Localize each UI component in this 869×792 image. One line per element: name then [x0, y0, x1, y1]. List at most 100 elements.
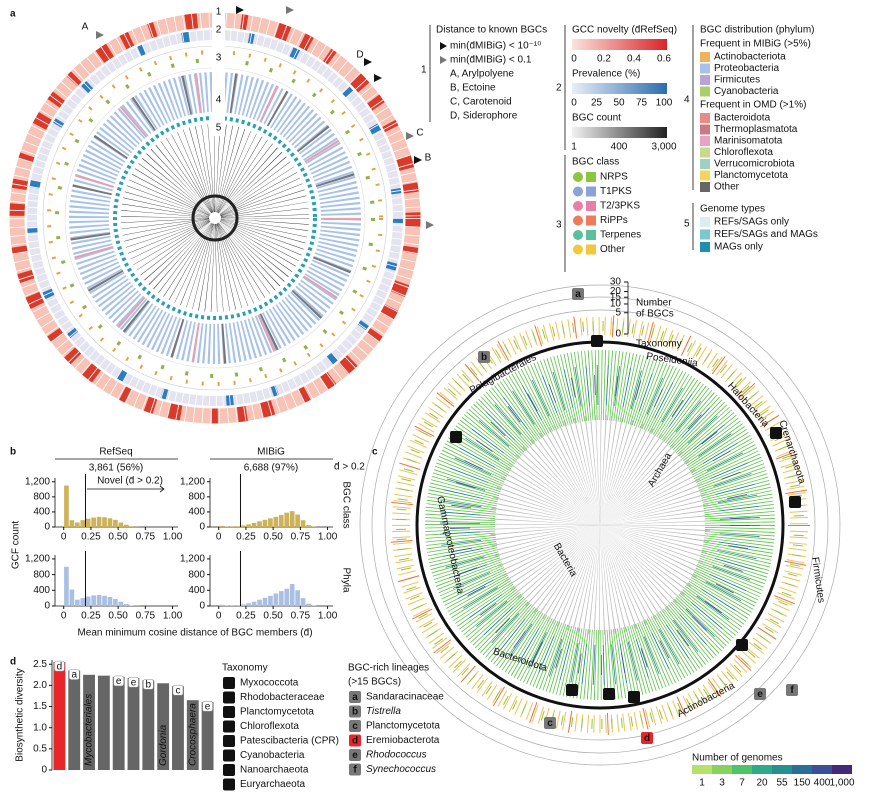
novel-arrow — [87, 485, 165, 493]
x-tick-label: 0.75 — [291, 532, 311, 543]
genome-swatch — [692, 765, 712, 774]
legend-item: REFs/SAGs and MAGs — [714, 229, 818, 240]
legend-item: Chloroflexota — [714, 147, 773, 158]
histogram-bar — [123, 604, 129, 606]
tag — [223, 720, 235, 733]
tag-label: 7 — [226, 765, 232, 776]
bar — [157, 683, 170, 770]
tag — [591, 335, 603, 347]
bar-tag-label: d — [57, 661, 63, 672]
legend-title: GCC novelty (d̄RefSeq) — [572, 25, 677, 36]
tag — [223, 749, 235, 762]
legend-number: 3 — [556, 220, 562, 231]
legend-title: Genome types — [700, 204, 765, 215]
histogram-bar — [289, 511, 295, 527]
y-tick-label: 1,200 — [25, 554, 50, 565]
genome-swatch — [832, 765, 852, 774]
histogram-bar — [235, 526, 241, 527]
bgc-tick-label: 5 — [615, 307, 621, 318]
x-tick-label: 0 — [61, 611, 67, 622]
histogram-bar — [118, 522, 124, 527]
x-tick-label: 0 — [216, 532, 222, 543]
y-tick-label: 800 — [188, 491, 205, 502]
legend-item: B, Ectoine — [450, 83, 496, 94]
legend-item: Euryarchaeota — [240, 779, 305, 790]
genome-swatch — [732, 765, 752, 774]
bar-tag-label: e — [116, 676, 122, 687]
bar-tag-label: b — [146, 679, 152, 690]
y-tick-label: 1.0 — [33, 722, 47, 733]
histogram-bar — [102, 595, 107, 606]
tag-label: a — [352, 692, 358, 703]
y-tick-label: 0 — [199, 601, 205, 612]
y-tick-label: 2.5 — [33, 659, 47, 670]
marker-label: D — [356, 50, 363, 61]
scale-tick: 0.4 — [627, 54, 641, 65]
scale-tick: 25 — [591, 98, 603, 109]
legend-item: Planctomycetota — [366, 721, 440, 732]
legend-square — [586, 186, 596, 197]
legend-dot — [573, 215, 583, 226]
histogram-bar — [74, 599, 80, 606]
legend-square — [586, 215, 596, 226]
column-title: RefSeq — [99, 447, 132, 458]
clade-label: Bacteroidota — [492, 646, 549, 674]
legend-title: BGC class — [572, 157, 619, 168]
legend-item: Nanoarchaeota — [240, 765, 309, 776]
legend-item: Cyanobacteria — [714, 86, 779, 97]
legend-item: Eremiobacterota — [366, 735, 440, 746]
bar-label: Mycobacteriales — [84, 694, 95, 766]
histogram-bar — [80, 598, 86, 606]
legend-item: Tistrella — [366, 706, 401, 717]
x-tick-label: 0 — [61, 532, 67, 543]
legend-item: Verrucomicrobiota — [714, 159, 795, 170]
x-tick-label: 0.50 — [108, 611, 128, 622]
histogram-bar — [240, 525, 246, 527]
legend-square — [700, 52, 710, 62]
legend-title: Number of genomes — [692, 753, 783, 764]
y-tick-label: 1,200 — [25, 476, 50, 487]
bar-tag-label: a — [71, 670, 77, 681]
bar — [83, 674, 95, 770]
bar-tag — [68, 669, 80, 680]
legend-square — [700, 170, 710, 181]
histogram-bar — [284, 588, 290, 606]
legend-item: Marinisomatota — [714, 136, 783, 147]
tag — [223, 706, 235, 718]
y-tick-label: 0 — [199, 522, 205, 533]
genome-tick: 7 — [739, 778, 745, 789]
histogram-bar — [64, 566, 69, 606]
bgc-tick-label: 10 — [610, 299, 622, 310]
histogram-bar — [96, 516, 102, 527]
x-tick-label: 0.25 — [236, 532, 256, 543]
legend-item: Patescibacteria (CPR) — [240, 736, 339, 747]
legend-dot — [573, 186, 583, 197]
tag-label: 3 — [569, 685, 575, 696]
histogram-bar — [129, 605, 135, 606]
legend-item: T2/3PKS — [600, 201, 640, 212]
tag-label: c — [352, 721, 358, 732]
legend-item: Thermoplasmatota — [714, 124, 798, 135]
bar — [112, 676, 125, 770]
tag-label: 5 — [631, 692, 637, 703]
bgc-tick-label: 20 — [610, 286, 622, 297]
tag — [754, 688, 766, 700]
tag — [770, 427, 782, 439]
y-tick-label: 0 — [44, 601, 50, 612]
y-tick-label: 2.0 — [33, 680, 47, 691]
scale-tick: 3,000 — [651, 142, 676, 153]
y-axis-label: GCF count — [11, 521, 22, 570]
legend-item: T1PKS — [600, 186, 632, 197]
bar — [172, 686, 184, 770]
bar-tag — [172, 684, 184, 696]
histogram-bar — [273, 593, 279, 606]
scale-tick: 0.6 — [657, 54, 671, 65]
histogram-bar — [80, 520, 86, 527]
histogram-bar — [289, 584, 295, 606]
tag-label: 6 — [739, 640, 745, 651]
y-tick-label: 400 — [188, 585, 205, 596]
genome-tick: 1,000 — [829, 778, 854, 789]
x-tick-label: 0.75 — [136, 532, 156, 543]
histogram-bar — [74, 522, 80, 527]
